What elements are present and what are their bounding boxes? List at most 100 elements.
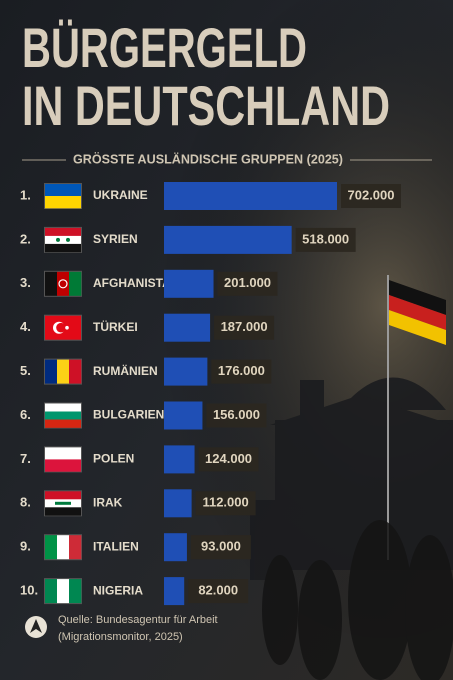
bar — [164, 577, 185, 606]
rank: 5. — [20, 363, 31, 378]
value-label: 82.000 — [198, 583, 238, 598]
flag-stripe — [45, 579, 58, 604]
german-flag — [389, 280, 446, 345]
value-label: 112.000 — [202, 495, 248, 510]
bar — [164, 533, 187, 562]
flag — [44, 270, 82, 297]
flag — [44, 578, 82, 605]
value-label: 124.000 — [205, 451, 252, 466]
category-label: ITALIEN — [93, 539, 139, 553]
crowd-silhouette — [262, 520, 453, 680]
value-label: 156.000 — [213, 407, 260, 422]
flag-stripe — [45, 507, 81, 516]
flag-stripe — [57, 579, 70, 604]
rank: 10. — [20, 583, 38, 598]
rank: 8. — [20, 495, 31, 510]
flag-stripe — [45, 403, 81, 412]
bar — [164, 357, 208, 386]
flag-stripe — [69, 359, 82, 384]
rank: 9. — [20, 539, 31, 554]
value-label-box — [211, 359, 272, 384]
value-label-box — [198, 447, 259, 472]
flag — [44, 226, 82, 253]
flag-script — [55, 501, 71, 505]
bar — [164, 182, 337, 210]
flag-stripe — [45, 359, 58, 384]
value-label-box — [195, 491, 256, 516]
flag-star — [56, 237, 60, 242]
value-label: 702.000 — [348, 187, 395, 202]
value-label-box — [190, 535, 251, 560]
flag-stripe — [69, 271, 82, 296]
value-label: 93.000 — [201, 539, 241, 554]
flag-stripe — [69, 535, 82, 560]
source-logo — [25, 616, 47, 638]
category-label: UKRAINE — [93, 188, 148, 202]
flag-stripe — [45, 411, 81, 420]
bar — [164, 489, 192, 518]
flag-stripe — [45, 196, 81, 209]
value-label: 176.000 — [218, 363, 265, 378]
flag-stripe — [57, 535, 70, 560]
flag-stripe — [45, 447, 81, 460]
rank: 1. — [20, 187, 31, 202]
title-line: IN DEUTSCHLAND — [22, 74, 390, 137]
bar — [164, 225, 292, 254]
flag — [44, 358, 82, 385]
flag-stripe — [69, 579, 82, 604]
rank: 6. — [20, 407, 31, 422]
value-label-box — [341, 184, 401, 208]
value-label-box — [214, 315, 275, 340]
flag-stripe — [57, 271, 70, 296]
flag-stripe — [45, 271, 58, 296]
source: Quelle: Bundesagentur für Arbeit — [58, 614, 218, 626]
bar — [164, 269, 214, 298]
flag — [44, 183, 82, 209]
category-label: SYRIEN — [93, 232, 138, 246]
value-label-box — [188, 579, 249, 604]
flag-stripe — [45, 459, 81, 472]
category-label: IRAK — [93, 495, 123, 509]
category-label: BULGARIEN — [93, 408, 164, 422]
subtitle: GRÖSSTE AUSLÄNDISCHE GRUPPEN (2025) — [73, 151, 343, 166]
flag-stripe — [45, 235, 81, 245]
value-label-box — [217, 271, 278, 296]
flag — [44, 490, 82, 517]
flag — [44, 402, 82, 429]
rank: 2. — [20, 231, 31, 246]
bar — [164, 445, 195, 474]
category-label: AFGHANISTAN — [93, 276, 179, 290]
bar — [164, 313, 211, 342]
flag-stripe — [45, 419, 81, 428]
value-label-box — [206, 403, 267, 428]
title-line: BÜRGERGELD — [22, 16, 307, 79]
value-label: 187.000 — [221, 319, 268, 334]
flag — [44, 314, 82, 341]
flag-stripe — [57, 359, 70, 384]
rank: 7. — [20, 451, 31, 466]
flag — [44, 534, 82, 561]
flag-star — [65, 325, 69, 330]
category-label: RUMÄNIEN — [93, 363, 158, 378]
source: (Migrationsmonitor, 2025) — [58, 631, 183, 643]
flag-star — [66, 237, 70, 242]
category-label: POLEN — [93, 452, 134, 466]
value-label: 201.000 — [224, 275, 271, 290]
category-label: TÜRKEI — [93, 319, 138, 334]
flag-crescent — [56, 322, 66, 333]
flag-stripe — [45, 184, 81, 197]
flag-stripe — [45, 243, 81, 253]
rank: 4. — [20, 319, 31, 334]
value-label-box — [295, 227, 356, 252]
flag — [44, 446, 82, 473]
flag-stripe — [45, 227, 81, 237]
flag-emblem — [58, 279, 68, 289]
flag-stripe — [45, 535, 58, 560]
bar — [164, 401, 203, 430]
value-label: 518.000 — [302, 231, 349, 246]
rank: 3. — [20, 275, 31, 290]
flag-stripe — [45, 491, 81, 500]
category-label: NIGERIA — [93, 583, 143, 597]
